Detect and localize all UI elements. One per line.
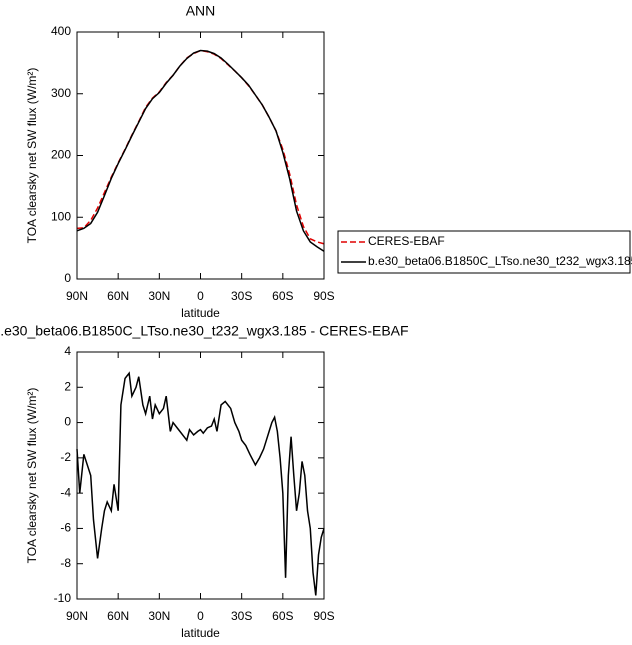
x-tick-label: 90S xyxy=(313,609,334,623)
chart-title: b.e30_beta06.B1850C_LTso.ne30_t232_wgx3.… xyxy=(0,323,409,339)
y-tick-label: 100 xyxy=(51,209,71,223)
x-tick-label: 90N xyxy=(66,609,88,623)
y-tick-label: -6 xyxy=(60,521,71,535)
x-tick-label: 60S xyxy=(272,609,293,623)
x-tick-label: 0 xyxy=(197,609,204,623)
y-tick-label: -8 xyxy=(60,556,71,570)
y-tick-label: -2 xyxy=(60,450,71,464)
x-tick-label: 60N xyxy=(107,609,129,623)
x-tick-label: 90N xyxy=(66,289,88,303)
x-tick-label: 30S xyxy=(231,289,252,303)
legend-label: CERES-EBAF xyxy=(368,234,445,248)
x-tick-label: 90S xyxy=(313,289,334,303)
y-tick-label: 2 xyxy=(64,379,71,393)
y-tick-label: 300 xyxy=(51,86,71,100)
y-tick-label: 4 xyxy=(64,344,71,358)
x-tick-label: 30N xyxy=(148,289,170,303)
x-tick-label: 0 xyxy=(197,289,204,303)
legend-label: b.e30_beta06.B1850C_LTso.ne30_t232_wgx3.… xyxy=(368,254,632,268)
plot-frame xyxy=(76,351,325,600)
y-axis-label: TOA clearsky net SW flux (W/m²) xyxy=(25,388,39,564)
x-tick-label: 30S xyxy=(231,609,252,623)
x-tick-label: 60S xyxy=(272,289,293,303)
legend-box xyxy=(337,230,631,274)
data-line xyxy=(76,371,325,596)
y-tick-label: 400 xyxy=(51,24,71,38)
x-tick-label: 30N xyxy=(148,609,170,623)
x-tick-label: 60N xyxy=(107,289,129,303)
chart-title: ANN xyxy=(186,3,216,19)
y-tick-label: 0 xyxy=(64,271,71,285)
y-tick-label: -4 xyxy=(60,485,71,499)
y-tick-label: -10 xyxy=(54,591,72,605)
plot-frame xyxy=(76,31,325,280)
y-tick-label: 0 xyxy=(64,415,71,429)
x-axis-label: latitude xyxy=(181,626,220,640)
y-axis-label: TOA clearsky net SW flux (W/m²) xyxy=(25,68,39,244)
data-line xyxy=(76,49,325,252)
y-tick-label: 200 xyxy=(51,148,71,162)
x-axis-label: latitude xyxy=(181,306,220,320)
data-line xyxy=(76,49,325,245)
